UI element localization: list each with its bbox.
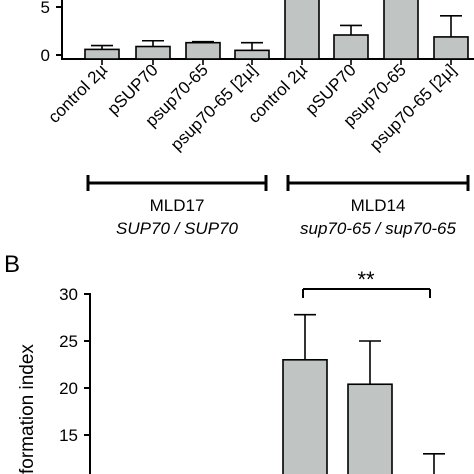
panel-b-chart: B formation index 15 20 25 30 ** [4, 251, 445, 474]
panel-a-bars [84, 0, 469, 65]
panel-a-bar [333, 34, 369, 60]
panel-a-ytick-label: 0 [41, 46, 50, 65]
panel-a-bar [84, 48, 120, 60]
group-bracket-mld17 [86, 175, 268, 191]
panel-b-y-ticks: 15 20 25 30 [59, 285, 90, 445]
panel-b-ytick-label: 30 [59, 285, 78, 304]
panel-b-bars [282, 313, 445, 474]
panel-a-ytick-label: 5 [41, 0, 50, 17]
panel-b-ytick-label: 20 [59, 379, 78, 398]
panel-b-bar [347, 383, 393, 474]
group-bracket-mld14 [286, 175, 470, 191]
group-genotype-mld17: SUP70 / SUP70 [116, 219, 238, 238]
panel-a-bar [185, 41, 221, 60]
panel-a-category-label: control 2µ [44, 60, 111, 127]
panel-a-bar [234, 49, 270, 60]
panel-b-label: B [4, 251, 20, 278]
group-label-mld17: MLD17 [150, 196, 205, 215]
significance-bracket [302, 288, 431, 298]
group-label-mld14: MLD14 [351, 196, 406, 215]
panel-a-category-label: psup70-65 [2µ] [366, 60, 460, 154]
panel-a-bar [284, 0, 320, 60]
panel-a-bar [433, 36, 469, 60]
panel-a-category-label: psup70-65 [2µ] [167, 60, 261, 154]
group-genotype-mld14: sup70-65 / sup70-65 [300, 219, 456, 238]
panel-b-bar [282, 358, 328, 474]
significance-marker: ** [357, 267, 375, 292]
panel-a-bar [383, 0, 419, 60]
panel-b-ytick-label: 15 [59, 426, 78, 445]
panel-a-bar [135, 45, 171, 60]
panel-b-ytick-label: 25 [59, 332, 78, 351]
panel-b-ylabel: formation index [17, 344, 38, 474]
